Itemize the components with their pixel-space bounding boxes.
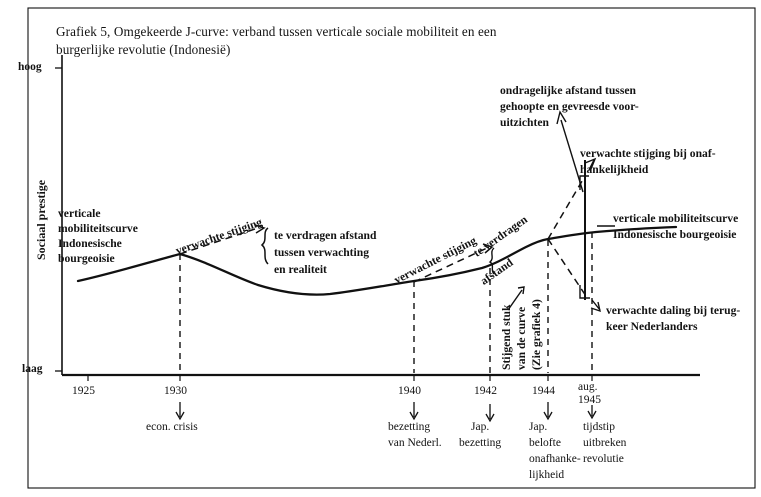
x-tick-label-1942: 1942 bbox=[474, 385, 497, 397]
event-label-1942-line2: bezetting bbox=[459, 437, 502, 449]
annotation-unbearable-gap-line2: gehoopte en gevreesde voor- bbox=[500, 100, 639, 113]
annotation-rising-part-line1: Stijgend stuk bbox=[500, 304, 513, 370]
page-title: Grafiek 5, Omgekeerde J-curve: verband t… bbox=[56, 24, 497, 39]
x-tick-label-1945-month: aug. bbox=[578, 381, 598, 393]
event-label-1945-line2: uitbreken bbox=[583, 437, 627, 449]
annotation-left-curve-line1: verticale bbox=[58, 207, 101, 220]
event-label-1940-line2: van Nederl. bbox=[388, 437, 442, 449]
event-label-1930: econ. crisis bbox=[146, 421, 198, 433]
annotation-left-curve-line3: Indonesische bbox=[58, 237, 122, 250]
annotation-left-curve-line4: bourgeoisie bbox=[58, 252, 115, 265]
event-label-1940-line1: bezetting bbox=[388, 421, 431, 433]
y-axis-top-label: hoog bbox=[18, 61, 42, 73]
arrow-down-return bbox=[579, 285, 601, 313]
expected-rise-line-1930 bbox=[179, 224, 266, 255]
x-tick-label-1944: 1944 bbox=[532, 385, 555, 397]
annotation-right-curve-line2: Indonesische bourgeoisie bbox=[613, 228, 737, 241]
event-arrow-1940 bbox=[409, 402, 419, 421]
event-label-1944-line2: belofte bbox=[529, 437, 561, 449]
x-tick-label-1940: 1940 bbox=[398, 385, 421, 397]
x-tick-marks bbox=[87, 375, 593, 381]
event-arrow-1930 bbox=[175, 402, 185, 421]
annotation-fall-return-line2: keer Nederlanders bbox=[606, 320, 698, 333]
vertical-mobility-curve bbox=[76, 225, 678, 296]
event-label-1945-line1: tijdstip bbox=[583, 421, 615, 433]
rising-part-arrow bbox=[507, 286, 525, 311]
unbearable-gap-leader bbox=[556, 110, 584, 193]
annotation-right-curve-line1: verticale mobiliteitscurve bbox=[613, 212, 739, 225]
annotation-bearable-gap-line2: tussen verwachting bbox=[274, 246, 370, 259]
event-arrow-1945 bbox=[587, 405, 597, 420]
event-arrows bbox=[175, 402, 597, 423]
annotation-rise-independence-line2: hankelijkheid bbox=[580, 163, 649, 176]
event-label-1944-line4: lijkheid bbox=[529, 469, 565, 481]
annotation-unbearable-gap-line1: ondragelijke afstand tussen bbox=[500, 84, 636, 97]
event-label-1944-line1: Jap. bbox=[529, 421, 548, 433]
annotation-rising-part-line3: (Zie grafiek 4) bbox=[530, 299, 543, 370]
annotation-bearable-gap-line1: te verdragen afstand bbox=[274, 229, 377, 242]
y-axis-title: Sociaal prestige bbox=[34, 179, 48, 260]
annotation-rising-part-line2: van de curve bbox=[515, 306, 528, 370]
annotation-left-curve-line2: mobiliteitscurve bbox=[58, 222, 138, 235]
brace-bearable-gap-2 bbox=[488, 247, 495, 275]
expected-rise-independence-line bbox=[547, 175, 586, 240]
x-tick-label-1925: 1925 bbox=[72, 385, 95, 397]
y-axis-bottom-label: laag bbox=[22, 363, 43, 375]
event-arrow-1944 bbox=[543, 402, 553, 421]
annotation-rise-independence-line1: verwachte stijging bij onaf- bbox=[580, 147, 716, 160]
annotation-bearable-gap-line3: en realiteit bbox=[274, 263, 327, 276]
x-tick-label-1945-year: 1945 bbox=[578, 394, 601, 406]
drop-lines bbox=[179, 232, 593, 373]
annotation-fall-return-line1: verwachte daling bij terug- bbox=[606, 304, 741, 317]
event-label-1945-line3: revolutie bbox=[583, 453, 624, 465]
x-tick-label-1930: 1930 bbox=[164, 385, 187, 397]
event-arrow-1942 bbox=[485, 404, 495, 423]
page-subtitle: burgerlijke revolutie (Indonesië) bbox=[56, 42, 231, 57]
annotation-unbearable-gap-line3: uitzichten bbox=[500, 116, 549, 129]
expected-rise-line-1940 bbox=[413, 243, 494, 283]
figure-border bbox=[27, 7, 756, 489]
brace-bearable-gap-1 bbox=[260, 227, 269, 265]
event-label-1942-line1: Jap. bbox=[471, 421, 490, 433]
event-label-1944-line3: onafhanke- bbox=[529, 453, 581, 465]
